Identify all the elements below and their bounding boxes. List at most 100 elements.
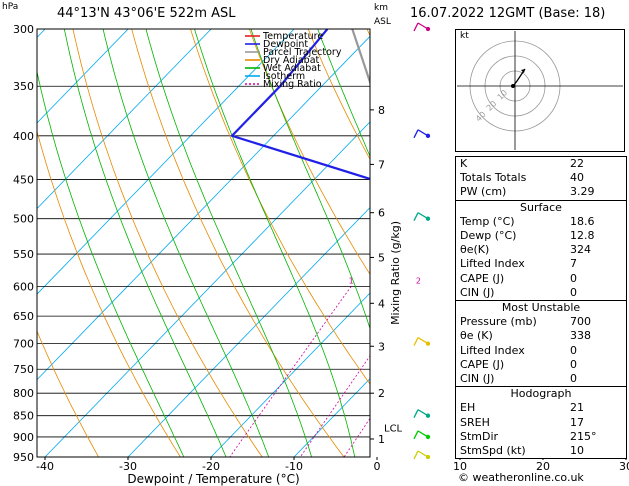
legend-entry: Isotherm — [263, 71, 305, 82]
dry-adiabat-line — [307, 29, 370, 161]
surface-row: CIN (J) 0 — [456, 286, 626, 300]
most-unstable-row: CAPE (J) 0 — [456, 358, 626, 372]
hodograph-param-row: StmDir 215° — [456, 430, 626, 444]
surface-label: Lifted Index — [460, 257, 525, 271]
wet-adiabat-line — [317, 29, 370, 158]
x-axis-label: Dewpoint / Temperature (°C) — [127, 472, 299, 486]
height-tick-label: 7 — [378, 158, 385, 171]
legend-entry: Wet Adiabat — [263, 63, 321, 74]
isotherm-line — [210, 292, 370, 457]
pressure-tick-label: 400 — [13, 130, 34, 143]
plot-frame — [36, 28, 371, 458]
isotherm-line — [37, 29, 129, 124]
height-tick-label: 3 — [378, 340, 385, 353]
hodograph-param-value: 10 — [570, 444, 584, 458]
pressure-tick-label: 850 — [13, 410, 34, 423]
pressure-tick-label: 650 — [13, 310, 34, 323]
legend-entry: Dewpoint — [263, 39, 308, 50]
isotherm-line — [37, 29, 212, 210]
surface-value: 324 — [570, 243, 591, 257]
lcl-label: LCL — [384, 424, 403, 435]
most-unstable-label: Pressure (mb) — [460, 315, 537, 329]
hodograph-table-title: Hodograph — [510, 387, 572, 401]
surface-row: CAPE (J) 0 — [456, 272, 626, 286]
dry-adiabat-line — [249, 29, 370, 275]
most-unstable-value: 0 — [570, 343, 577, 357]
surface-value: 0 — [570, 271, 577, 285]
most-unstable-row: θe (K) 338 — [456, 329, 626, 343]
hodograph-param-row: SREH 17 — [456, 416, 626, 430]
wind-barb-icon — [413, 337, 431, 346]
hodograph-param-value: 21 — [570, 401, 584, 415]
height-tick-label: 1 — [378, 433, 385, 446]
hodograph-param-value: 17 — [570, 415, 584, 429]
most-unstable-section: Most Unstable Pressure (mb) 700 θe (K) 338 L… — [456, 300, 626, 386]
wind-barb-icon — [413, 212, 431, 221]
index-row: PW (cm) 3.29 — [456, 185, 626, 199]
most-unstable-value: 0 — [570, 357, 577, 371]
mixing-ratio-label: 2 — [416, 276, 421, 285]
most-unstable-value: 700 — [570, 315, 591, 329]
dewpoint-line — [230, 29, 370, 181]
surface-label: Dewp (°C) — [460, 229, 517, 243]
height-tick-label: 5 — [378, 251, 385, 264]
isotherm-line — [37, 29, 295, 295]
sounding-profiles — [230, 29, 370, 181]
hodograph-param-row: StmSpd (kt) 10 — [456, 444, 626, 458]
hodograph-arrow-icon — [521, 69, 525, 73]
hodograph-param-label: StmSpd (kt) — [460, 444, 526, 458]
x-tick-label: 20 — [536, 460, 550, 473]
wind-barb-icon — [413, 430, 431, 440]
pressure-tick-label: 450 — [13, 174, 34, 187]
storm-motion-marker — [511, 84, 515, 88]
pressure-tick-label: 800 — [13, 387, 34, 400]
most-unstable-row: Lifted Index 0 — [456, 344, 626, 358]
hodograph-param-label: StmDir — [460, 429, 499, 443]
mixing-ratio-label: 1 — [349, 276, 354, 285]
most-unstable-row: CIN (J) 0 — [456, 372, 626, 386]
most-unstable-label: CAPE (J) — [460, 357, 505, 371]
surface-label: Temp (°C) — [460, 214, 515, 228]
wind-barb-icon — [413, 22, 431, 32]
x-tick-label: -40 — [36, 460, 54, 473]
x-tick-label: 0 — [374, 460, 381, 473]
dry-adiabat-line — [190, 29, 370, 385]
most-unstable-row: Pressure (mb) 700 — [456, 315, 626, 329]
dry-adiabat-line — [37, 129, 181, 457]
hodograph-param-label: SREH — [460, 415, 490, 429]
surface-label: CIN (J) — [460, 285, 495, 299]
most-unstable-label: θe (K) — [460, 329, 493, 343]
legend-entry: Parcel Trajectory — [263, 47, 342, 58]
left-unit-label: hPa — [2, 2, 19, 12]
km-unit-label: km — [374, 3, 388, 13]
footer-credit: © weatheronline.co.uk — [458, 471, 584, 484]
most-unstable-label: CIN (J) — [460, 372, 495, 386]
dry-adiabat-line — [72, 29, 263, 457]
wet-adiabat-line — [145, 29, 313, 457]
surface-label: θe(K) — [460, 243, 490, 257]
most-unstable-label: Lifted Index — [460, 343, 525, 357]
x-tick-label: 10 — [453, 460, 467, 473]
indices-table: K 22 Totals Totals 40 PW (cm) 3.29 Surface Te… — [455, 156, 627, 460]
pressure-tick-label: 550 — [13, 248, 34, 261]
legend-entry: Mixing Ratio — [263, 79, 322, 90]
index-label: PW (cm) — [460, 185, 507, 199]
surface-value: 7 — [570, 257, 577, 271]
surface-value: 0 — [570, 285, 577, 299]
index-label: Totals Totals — [460, 171, 527, 185]
wet-adiabat-line — [250, 29, 370, 330]
isotherm-line — [293, 378, 370, 457]
surface-value: 18.6 — [570, 214, 595, 228]
datetime-title: 16.07.2022 12GMT (Base: 18) — [410, 6, 606, 21]
mixing-ratio-axis-label: Mixing Ratio (g/kg) — [389, 221, 402, 325]
hodograph-param-row: EH 21 — [456, 401, 626, 415]
height-tick-label: 6 — [378, 207, 385, 220]
surface-title: Surface — [520, 200, 562, 214]
mixing-ratio-line — [343, 417, 370, 457]
hodograph-table-section: Hodograph EH 21 SREH 17 StmDir 215° StmSpd (kt… — [456, 386, 626, 458]
pressure-tick-label: 950 — [13, 451, 34, 464]
isotherm-line — [44, 121, 370, 457]
